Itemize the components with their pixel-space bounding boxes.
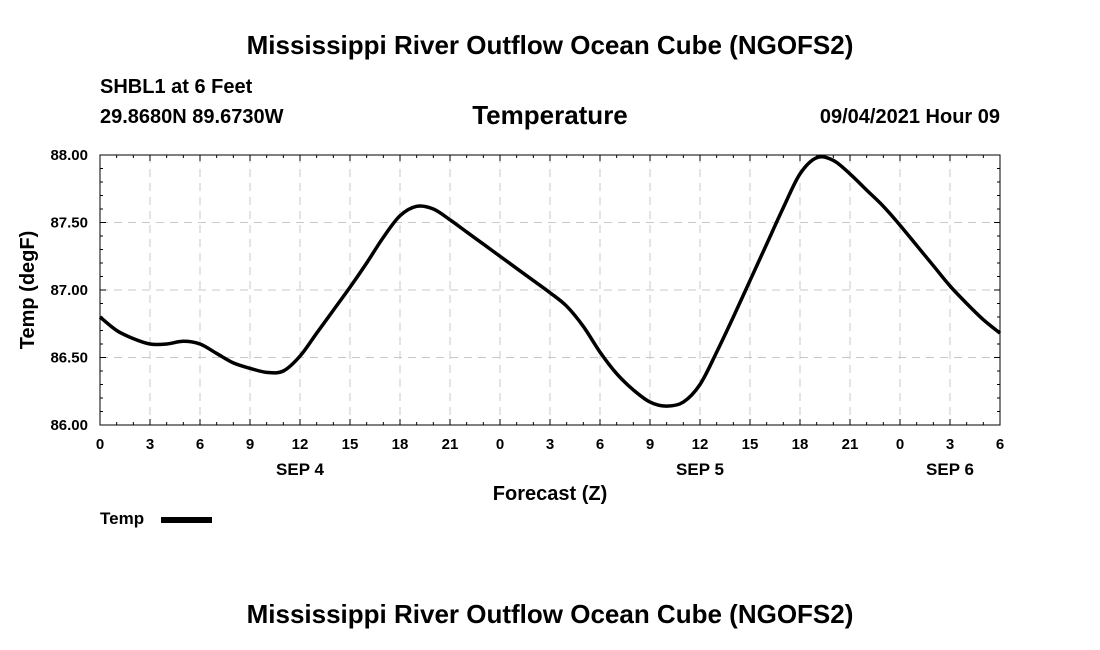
x-tick-label: 3	[546, 436, 554, 453]
x-tick-label: 21	[842, 436, 859, 453]
date-label: SEP 6	[926, 460, 974, 479]
x-tick-label: 6	[196, 436, 204, 453]
x-tick-label: 21	[442, 436, 459, 453]
y-tick-label: 87.50	[50, 215, 88, 232]
x-tick-label: 9	[246, 436, 254, 453]
x-tick-label: 0	[896, 436, 904, 453]
y-tick-label: 86.00	[50, 417, 88, 434]
x-tick-label: 18	[392, 436, 409, 453]
grid	[100, 155, 1000, 425]
y-tick-label: 88.00	[50, 147, 88, 164]
x-tick-label: 9	[646, 436, 654, 453]
forecast-datetime: 09/04/2021 Hour 09	[819, 106, 1000, 128]
legend-label: Temp	[100, 509, 145, 528]
station-coordinates: 29.8680N 89.6730W	[100, 106, 284, 128]
footer-title: Mississippi River Outflow Ocean Cube (NG…	[246, 599, 854, 629]
x-tick-label: 12	[692, 436, 709, 453]
x-tick-label: 15	[342, 436, 359, 453]
x-axis-title: Forecast (Z)	[493, 483, 607, 505]
date-label: SEP 5	[676, 460, 724, 479]
x-tick-label: 6	[996, 436, 1004, 453]
plot-frame	[99, 154, 1001, 426]
x-tick-label: 15	[742, 436, 759, 453]
x-tick-label: 3	[946, 436, 954, 453]
x-tick-label: 0	[96, 436, 104, 453]
x-tick-label: 0	[496, 436, 504, 453]
legend-swatch	[161, 517, 212, 523]
tick-labels: 0 3 6 9 12 15 18 21 0 3 6 9 12 15 18 21 0 3 6 86.00 86.50 87.…	[50, 147, 1004, 479]
y-tick-label: 86.50	[50, 350, 88, 367]
x-tick-label: 12	[292, 436, 309, 453]
date-label: SEP 4	[276, 460, 324, 479]
y-axis-title: Temp (degF)	[17, 231, 39, 350]
station-label: SHBL1 at 6 Feet	[100, 76, 253, 98]
chart-subtitle: Temperature	[472, 100, 628, 130]
series-layer	[98, 155, 1002, 408]
x-tick-label: 18	[792, 436, 809, 453]
x-tick-label: 3	[146, 436, 154, 453]
chart-title: Mississippi River Outflow Ocean Cube (NG…	[246, 30, 854, 60]
x-tick-label: 6	[596, 436, 604, 453]
series-line-temp	[98, 155, 1002, 408]
y-tick-label: 87.00	[50, 282, 88, 299]
